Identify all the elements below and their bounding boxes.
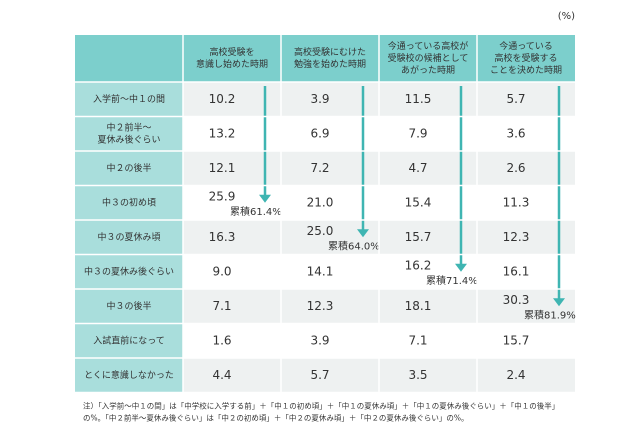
row-label: 中３の初め頃 <box>102 196 156 208</box>
arrow-head <box>259 194 271 203</box>
cell-value: 5.7 <box>310 368 329 382</box>
column-header: 意識し始めた時期 <box>196 58 268 70</box>
cell-value: 7.9 <box>408 126 427 140</box>
cell-value: 11.3 <box>503 195 530 209</box>
cell-value: 25.0 <box>307 224 334 238</box>
row-label-bg <box>75 82 183 117</box>
cell-value: 9.0 <box>212 264 231 278</box>
unit: (%) <box>558 11 575 22</box>
row-label-bg <box>75 358 183 393</box>
footnote: 注）「入学前〜中１の間」は「中学校に入学する前」＋「中１の初め頃」＋「中１の夏休… <box>83 401 559 411</box>
cell-value: 18.1 <box>405 299 432 313</box>
cell-value: 12.1 <box>209 161 236 175</box>
arrow-head <box>553 298 565 307</box>
cell-value: 10.2 <box>209 92 236 106</box>
cell-value: 7.1 <box>212 299 231 313</box>
row-label-bg <box>75 116 183 151</box>
cell-value: 3.6 <box>506 126 525 140</box>
cell-value: 15.7 <box>503 333 530 347</box>
row-label: 中２前半〜 <box>106 121 151 133</box>
cumulative-note: 累積81.9% <box>524 308 576 321</box>
cell-value: 7.1 <box>408 333 427 347</box>
cell-value: 5.7 <box>506 92 525 106</box>
cell-value: 30.3 <box>503 293 530 307</box>
cell-value: 15.4 <box>405 195 432 209</box>
row-label: 夏休み後ぐらい <box>97 133 160 145</box>
row-label-bg <box>75 254 183 289</box>
column-header: ことを決めた時期 <box>490 64 562 76</box>
cell-value: 2.6 <box>506 161 525 175</box>
cell-value: 2.4 <box>506 368 525 382</box>
cell-value: 25.9 <box>209 189 236 203</box>
cell-value: 1.6 <box>212 333 231 347</box>
cell-value: 14.1 <box>307 264 334 278</box>
cell-value: 3.5 <box>408 368 427 382</box>
column-header: 高校受験を <box>209 46 254 58</box>
row-label-bg <box>75 323 183 358</box>
column-header: 受験校の候補として <box>388 52 469 64</box>
cell-value: 13.2 <box>209 126 236 140</box>
cell-value: 4.7 <box>408 161 427 175</box>
row-label-bg <box>75 220 183 255</box>
row-label-bg <box>75 151 183 186</box>
row-label: 中３の後半 <box>106 300 151 312</box>
column-header: 高校受験にむけた <box>294 46 366 58</box>
row-label: 中３の夏休み頃 <box>97 231 160 243</box>
arrow-head <box>455 263 467 272</box>
cell-value: 6.9 <box>310 126 329 140</box>
column-header: 高校を受験する <box>494 52 557 64</box>
column-header: あがった時期 <box>401 64 455 76</box>
column-header: 勉強を始めた時期 <box>294 58 366 70</box>
row-label: とくに意識しなかった <box>84 369 174 381</box>
cell-value: 11.5 <box>405 92 432 106</box>
row-label: 中２の後半 <box>106 162 151 174</box>
column-header: 今通っている高校が <box>388 40 469 52</box>
row-label: 入試直前になって <box>93 334 165 346</box>
arrow-head <box>357 229 369 238</box>
row-label-bg <box>75 185 183 220</box>
header-bg <box>75 35 575 82</box>
row-label-bg <box>75 289 183 324</box>
row-label: 中３の夏休み後ぐらい <box>84 265 174 277</box>
footnote: の%。「中２前半〜夏休み後ぐらい」は「中２の初め頃」＋「中２の夏休み頃」＋「中２… <box>83 413 469 423</box>
row-label: 入学前〜中１の間 <box>93 93 165 105</box>
cell-value: 12.3 <box>307 299 334 313</box>
cumulative-note: 累積61.4% <box>230 205 282 218</box>
column-header: 今通っている <box>499 40 553 52</box>
cell-value: 4.4 <box>212 368 231 382</box>
cell-value: 12.3 <box>503 230 530 244</box>
cumulative-note: 累積71.4% <box>426 274 478 287</box>
cell-value: 7.2 <box>310 161 329 175</box>
cell-value: 16.1 <box>503 264 530 278</box>
cumulative-note: 累積64.0% <box>328 239 380 252</box>
cell-value: 21.0 <box>307 195 334 209</box>
cell-value: 15.7 <box>405 230 432 244</box>
cell-value: 3.9 <box>310 92 329 106</box>
cell-value: 16.3 <box>209 230 236 244</box>
cell-value: 16.2 <box>405 258 432 272</box>
cell-value: 3.9 <box>310 333 329 347</box>
